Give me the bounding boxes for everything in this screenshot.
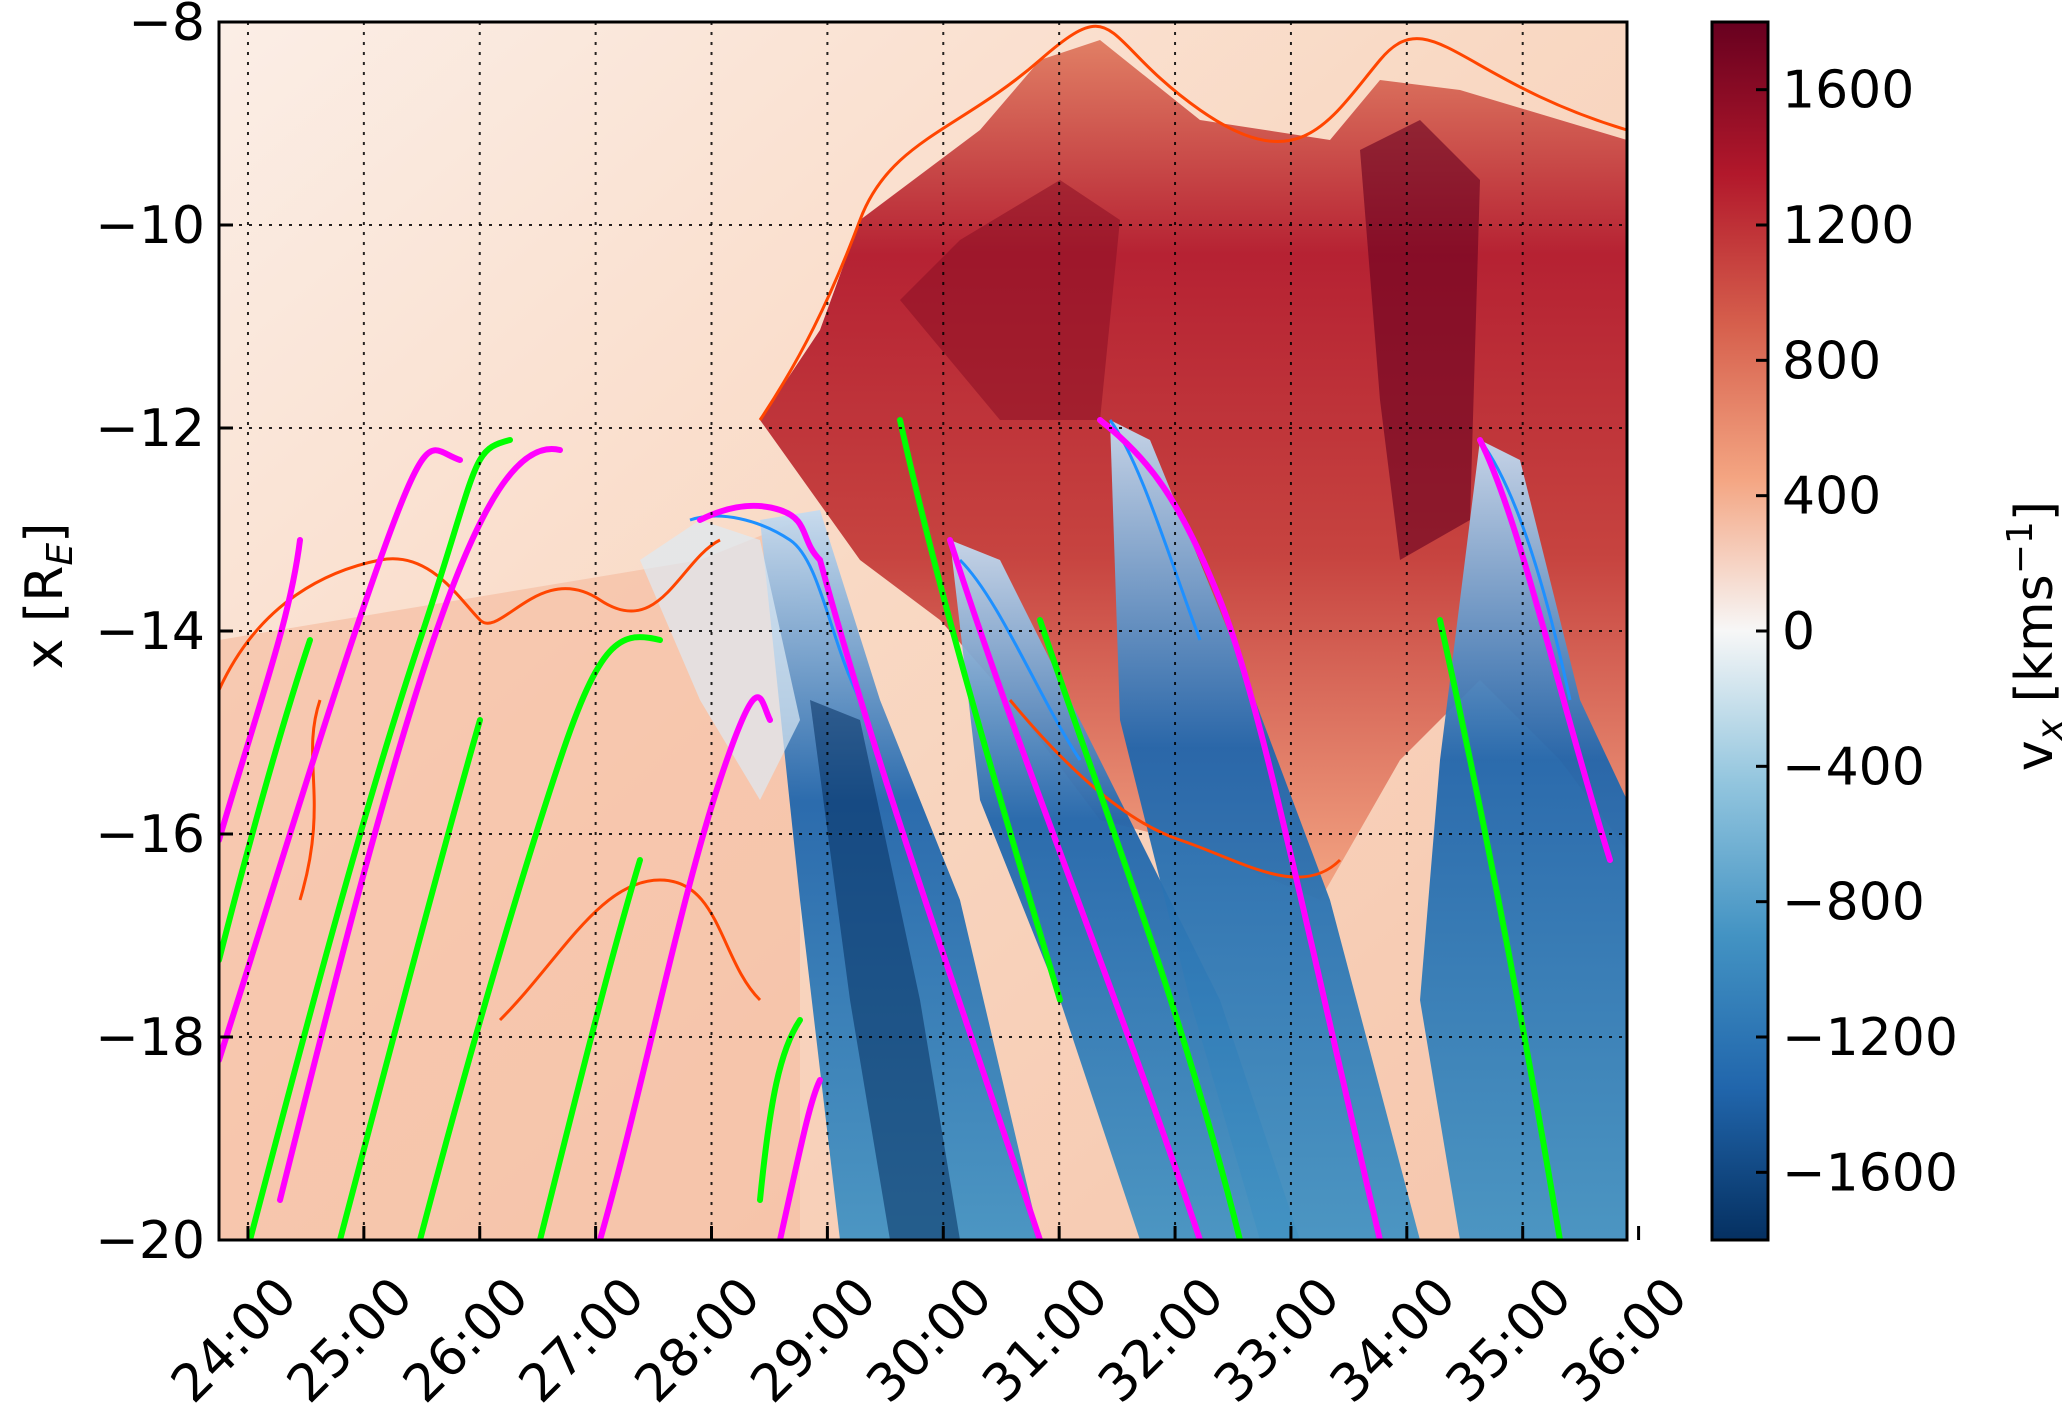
tailward-region-3	[1110, 420, 1420, 1240]
x-tick-label: 24:00	[160, 1266, 308, 1410]
colorbar-tick-label: 0	[1782, 602, 1815, 662]
x-tick-label: 32:00	[1087, 1266, 1235, 1410]
y-tick-label: −8	[128, 0, 205, 53]
weak-tailward-patch	[640, 520, 800, 800]
contour-orange	[219, 24, 1627, 1022]
colorbar-ticks: 1600 1200 800 400 0 −400 −800 −1200 −1600	[1756, 61, 1958, 1203]
x-tick-label: 30:00	[855, 1266, 1003, 1410]
x-tick-label: 29:00	[740, 1266, 888, 1410]
heatmap-plot	[219, 22, 1627, 1240]
tailward-region-4	[1420, 440, 1627, 1240]
colorbar-tick-label: −1200	[1782, 1008, 1958, 1068]
tailward-region-1	[760, 510, 1040, 1240]
x-tick-label: 34:00	[1319, 1266, 1467, 1410]
colorbar: 1600 1200 800 400 0 −400 −800 −1200 −1600 vx [km…	[1710, 20, 2067, 1242]
tracks-green	[219, 417, 1563, 1240]
x-tick-label: 33:00	[1203, 1266, 1351, 1410]
x-tick-label: 26:00	[392, 1266, 540, 1410]
tailward-core	[810, 700, 960, 1240]
colorbar-label-exp: −1	[2000, 521, 2041, 574]
y-tick-label: −12	[95, 399, 205, 459]
y-axis: −8 −10 −12 −14 −16 −18 −20	[95, 0, 233, 1271]
colorbar-label-units: [kms	[2005, 574, 2065, 719]
y-axis-label-close: ]	[15, 523, 75, 543]
x-tick-label: 35:00	[1435, 1266, 1583, 1410]
y-axis-label: x [RE]	[15, 523, 81, 670]
colorbar-tick-label: −400	[1782, 737, 1925, 797]
colorbar-tick-label: 800	[1782, 331, 1881, 391]
x-tick-label: 31:00	[971, 1266, 1119, 1410]
y-tick-label: −14	[95, 602, 205, 662]
lower-warm-region	[219, 520, 800, 1240]
colorbar-tick-label: −1600	[1782, 1143, 1958, 1203]
earthward-core	[900, 180, 1120, 420]
x-tick-label: 28:00	[624, 1266, 772, 1410]
colorbar-tick-label: 400	[1782, 467, 1881, 527]
y-tick-label: −18	[95, 1008, 205, 1068]
colorbar-label: vx [kms−1]	[2000, 501, 2067, 771]
colorbar-tick-label: 1200	[1782, 196, 1914, 256]
x-tick-label: 27:00	[508, 1266, 656, 1410]
colorbar-label-close: ]	[2005, 501, 2065, 521]
tracks-magenta	[219, 417, 1613, 1240]
colorbar-tick-label: −800	[1782, 873, 1925, 933]
colorbar-label-sub: x	[2030, 718, 2067, 741]
x-tick-label: 25:00	[276, 1266, 424, 1410]
x-tick-label: 36:00	[1551, 1266, 1699, 1410]
y-tick-label: −10	[95, 196, 205, 256]
grid	[219, 22, 1627, 1240]
x-axis: 24:0025:0026:0027:0028:0029:0030:0031:00…	[160, 1226, 1699, 1410]
y-tick-label: −20	[95, 1211, 205, 1271]
y-axis-label-sub: E	[40, 543, 81, 566]
y-tick-label: −16	[95, 805, 205, 865]
colorbar-tick-label: 1600	[1782, 61, 1914, 121]
earthward-core-2	[1360, 120, 1480, 560]
